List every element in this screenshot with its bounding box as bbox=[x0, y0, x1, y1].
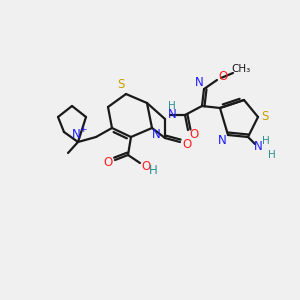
Text: N: N bbox=[195, 76, 203, 88]
Text: H: H bbox=[262, 136, 270, 146]
Text: O: O bbox=[141, 160, 151, 172]
Text: N: N bbox=[72, 128, 80, 140]
Text: S: S bbox=[117, 79, 125, 92]
Text: N: N bbox=[168, 107, 176, 121]
Text: N: N bbox=[218, 134, 226, 146]
Text: O: O bbox=[103, 155, 112, 169]
Text: O: O bbox=[218, 70, 228, 83]
Text: O: O bbox=[189, 128, 199, 140]
Text: CH₃: CH₃ bbox=[231, 64, 250, 74]
Text: S: S bbox=[261, 110, 269, 124]
Text: O: O bbox=[182, 139, 192, 152]
Text: H: H bbox=[168, 101, 176, 111]
Text: N: N bbox=[152, 128, 160, 142]
Text: +: + bbox=[79, 124, 87, 134]
Text: H: H bbox=[148, 164, 158, 176]
Text: N: N bbox=[254, 140, 262, 154]
Text: H: H bbox=[268, 150, 276, 160]
